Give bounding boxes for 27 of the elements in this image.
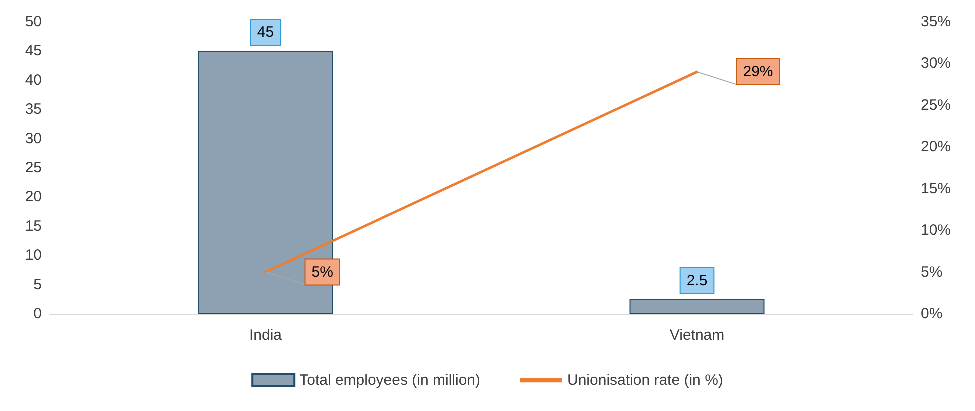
data-label: 5% <box>312 264 334 281</box>
data-label: 2.5 <box>686 272 708 290</box>
y2-tick-label: 0% <box>921 306 943 322</box>
y-tick-label: 25 <box>25 160 42 176</box>
y-tick-label: 15 <box>25 218 42 235</box>
y-tick-label: 5 <box>34 276 42 294</box>
y2-tick-label: 5% <box>921 264 943 281</box>
data-label: 45 <box>257 24 274 42</box>
y-tick-label: 40 <box>25 72 42 89</box>
y-tick-label: 0 <box>34 306 42 322</box>
y-tick-label: 20 <box>25 188 42 206</box>
y2-tick-label: 25% <box>921 96 952 114</box>
y2-tick-label: 35% <box>921 14 952 30</box>
y-tick-label: 10 <box>25 247 42 264</box>
legend-label: Total employees (in million) <box>300 372 481 389</box>
data-label: 29% <box>743 64 774 81</box>
y-tick-label: 45 <box>25 42 42 60</box>
y-tick-label: 50 <box>25 14 42 30</box>
x-tick-label: Vietnam <box>670 327 725 344</box>
y-tick-label: 30 <box>25 130 42 148</box>
legend-label: Unionisation rate (in %) <box>568 372 724 389</box>
x-tick-label: India <box>249 327 283 344</box>
y-tick-label: 35 <box>25 101 42 118</box>
y2-tick-label: 20% <box>921 138 952 156</box>
y2-tick-label: 30% <box>921 55 952 72</box>
y2-tick-label: 10% <box>921 222 952 240</box>
y2-tick-label: 15% <box>921 180 952 198</box>
